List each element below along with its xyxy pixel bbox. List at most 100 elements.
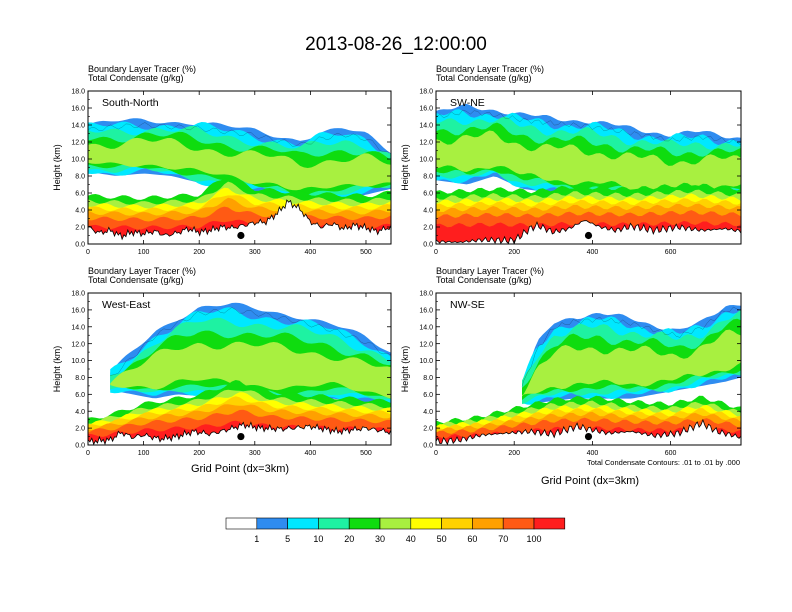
terrain-outline [88,199,391,241]
x-tick-label: 500 [360,450,372,457]
y-tick-label: 6.0 [423,191,433,198]
location-marker [237,231,245,240]
colorbar-swatch [379,517,412,530]
x-tick-label: 400 [305,450,317,457]
panels: Boundary Layer Tracer (%)Total Condensat… [52,64,742,457]
panel-header-tracer: Boundary Layer Tracer (%) [88,266,196,276]
x-tick-label: 600 [665,450,677,457]
panel-header-condensate: Total Condensate (g/kg) [436,73,532,83]
terrain-outline [436,418,741,445]
xlabel-left: Grid Point (dx=3km) [191,463,289,475]
x-tick-label: 100 [138,450,150,457]
location-marker [237,432,245,441]
colorbar-label: 50 [437,534,447,544]
y-tick-label: 16.0 [71,307,85,314]
y-tick-label: 12.0 [419,341,433,348]
y-tick-label: 10.0 [71,358,85,365]
panel-2: Boundary Layer Tracer (%)Total Condensat… [52,266,392,457]
plot-area [436,293,741,445]
cloud-band [522,329,741,397]
y-tick-label: 18.0 [419,291,433,298]
y-tick-label: 8.0 [423,174,433,181]
y-tick-label: 4.0 [423,409,433,416]
y-tick-label: 2.0 [423,426,433,433]
y-tick-label: 18.0 [419,89,433,96]
panel-label: SW-NE [450,97,485,109]
x-tick-label: 0 [86,450,90,457]
terrain [436,419,741,445]
condensate-contour [88,122,391,154]
condensate-contour [436,109,741,146]
y-tick-label: 16.0 [71,106,85,113]
y-axis-label: Height (km) [52,346,62,393]
y-tick-label: 6.0 [423,392,433,399]
x-tick-label: 400 [587,249,599,256]
figure-title: 2013-08-26_12:00:00 [305,34,487,55]
colorbar-label: 40 [406,534,416,544]
condensate-contour [110,307,391,376]
contour-note: Total Condensate Contours: .01 to .01 by… [587,458,740,467]
x-tick-label: 300 [249,249,261,256]
y-axis-label: Height (km) [52,144,62,191]
y-tick-label: 8.0 [75,174,85,181]
x-tick-label: 0 [434,249,438,256]
colorbar-label: 1 [254,534,259,544]
plot-area [88,293,391,445]
plot-area [88,91,391,244]
y-tick-label: 16.0 [419,106,433,113]
condensate-contour [521,306,741,387]
x-tick-label: 100 [138,249,150,256]
y-tick-label: 0.0 [423,242,433,249]
y-tick-label: 14.0 [419,324,433,331]
y-tick-label: 14.0 [71,324,85,331]
colorbar-label: 5 [285,534,290,544]
y-axis-label: Height (km) [400,346,410,393]
xlabel-right: Grid Point (dx=3km) [541,475,639,487]
cloud-band [436,130,741,193]
panel-1: Boundary Layer Tracer (%)Total Condensat… [400,64,742,256]
terrain [88,200,391,244]
y-tick-label: 18.0 [71,291,85,298]
y-tick-label: 8.0 [75,375,85,382]
panel-header-tracer: Boundary Layer Tracer (%) [436,64,544,74]
panel-label: West-East [102,299,150,311]
x-tick-label: 200 [508,450,520,457]
cloud-band [88,137,391,191]
colorbar-swatch [441,517,473,530]
colorbar-swatch [225,517,258,530]
x-tick-label: 0 [86,249,90,256]
y-tick-label: 14.0 [419,123,433,130]
x-tick-label: 200 [193,249,205,256]
location-marker [584,432,593,441]
panel-3: Boundary Layer Tracer (%)Total Condensat… [400,266,742,457]
y-tick-label: 12.0 [71,140,85,147]
cloud-band [110,341,391,399]
y-tick-label: 0.0 [423,443,433,450]
y-tick-label: 12.0 [419,140,433,147]
y-tick-label: 2.0 [423,225,433,232]
colorbar-swatch [502,517,535,530]
colorbar-label: 60 [467,534,477,544]
y-tick-label: 14.0 [71,123,85,130]
x-tick-label: 400 [305,249,317,256]
x-tick-label: 200 [193,450,205,457]
panel-label: NW-SE [450,299,485,311]
x-tick-label: 300 [249,450,261,457]
y-tick-label: 4.0 [75,409,85,416]
panel-header-tracer: Boundary Layer Tracer (%) [436,266,544,276]
panel-header-condensate: Total Condensate (g/kg) [88,73,184,83]
panel-header-condensate: Total Condensate (g/kg) [88,275,184,285]
colorbar-swatch [533,517,566,530]
panel-header-tracer: Boundary Layer Tracer (%) [88,64,196,74]
colorbar-label: 30 [375,534,385,544]
colorbar-swatch [472,517,504,530]
colorbar-label: 100 [526,534,541,544]
panel-label: South-North [102,97,159,109]
colorbar-label: 70 [498,534,508,544]
colorbar-swatch [318,517,350,530]
colorbar-swatch [256,517,288,530]
x-tick-label: 200 [508,249,520,256]
x-tick-label: 600 [665,249,677,256]
y-tick-label: 10.0 [419,358,433,365]
colorbar-swatch [410,517,442,530]
